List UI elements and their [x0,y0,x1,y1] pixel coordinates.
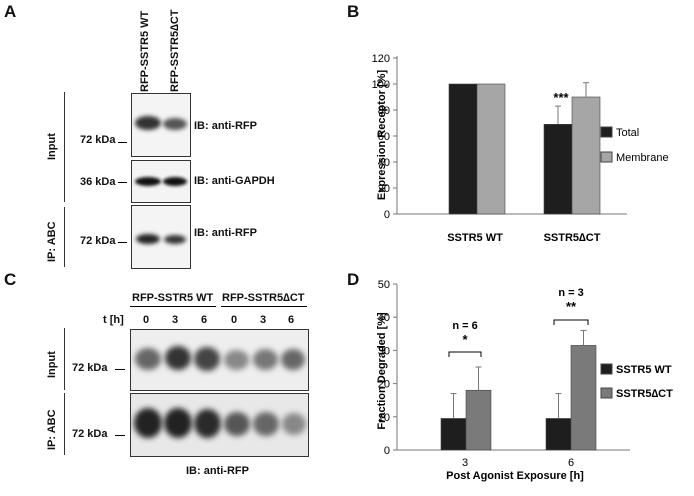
y-tick-label: 100 [372,79,390,91]
lane-label-wt: RFP-SSTR5 WT [139,10,151,92]
footer-ib-label: IB: anti-RFP [186,465,249,477]
time-2: 6 [201,314,208,326]
bracket-3h [448,351,482,357]
group-line-wt [130,306,216,307]
y-tick-label: 60 [378,131,390,143]
row-label-ip: IP: ABC [46,409,58,450]
panel-label-a: A [4,2,17,21]
blot-c-ip [130,393,309,457]
marker-c-2: 72 kDa [72,428,108,440]
c-ip-bracket [64,393,65,455]
panel-label-c: C [4,270,17,289]
x-category-label: 3 [462,457,468,469]
significance-label: *** [553,90,569,105]
bracket-6h [553,319,589,325]
y-tick-label: 40 [378,157,390,169]
n-label-6h: n = 3 [558,287,583,299]
y-tick-label: 80 [378,105,390,117]
group-line-dct [221,306,307,307]
significance-6h: ** [566,299,577,314]
y-tick-label: 30 [378,345,390,357]
time-0: 0 [143,314,150,326]
n-label-3h: n = 6 [452,320,477,332]
y-tick-label: 20 [378,379,390,391]
bar [440,418,467,451]
row-label-input: Input [46,351,58,378]
legend-label-membrane: Membrane [616,152,669,164]
legend-label-total: Total [616,127,639,139]
group-label-ip: IP: ABC [46,221,58,262]
group-header-wt: RFP-SSTR5 WT [132,292,214,304]
c-input-bracket [64,328,65,390]
marker-a-1: 72 kDa [80,134,116,146]
legend-label-wt: SSTR5 WT [616,364,672,376]
y-tick-label: 10 [378,412,390,424]
bar [571,96,601,215]
x-category-label: SSTR5 WT [447,232,503,244]
marker-a-2: 36 kDa [80,176,116,188]
legend-swatch-dct [600,387,613,399]
y-axis-label: Expression Receptor [%] [376,70,388,201]
tick-c-2 [115,435,125,436]
y-tick-label: 0 [384,209,390,221]
panel-label-d: D [347,270,360,289]
blot-c-input [130,329,309,391]
blot-a-ip [131,205,191,269]
legend-swatch-wt [600,363,613,375]
marker-a-3: 72 kDa [80,235,116,247]
y-axis-label: Fraction Degraded [%] [376,312,388,430]
significance-3h: * [462,332,468,347]
ib-label-a-2: IB: anti-GAPDH [194,175,275,187]
time-5: 6 [288,314,295,326]
tick-a-1 [118,142,127,143]
tick-a-3 [118,242,127,243]
x-category-label: 6 [568,457,574,469]
time-4: 3 [260,314,267,326]
bar [545,418,572,451]
marker-c-1: 72 kDa [72,362,108,374]
y-tick-label: 120 [372,53,390,65]
legend-swatch-membrane [600,151,613,163]
ib-label-a-1: IB: anti-RFP [194,120,257,132]
panel-label-b: B [347,2,360,21]
bar [448,83,478,215]
x-category-label: SSTR5∆CT [544,232,601,244]
y-tick-label: 40 [378,312,390,324]
x-axis-label: Post Agonist Exposure [h] [446,470,584,482]
bar [476,83,506,215]
blot-a-rfp [131,93,191,157]
bar [570,345,597,451]
legend-label-dct: SSTR5∆CT [616,388,673,400]
legend-swatch-total [600,126,613,138]
y-tick-label: 0 [384,445,390,457]
group-header-dct: RFP-SSTR5∆CT [222,292,305,304]
blot-a-gapdh [131,160,191,203]
ib-label-a-3: IB: anti-RFP [194,227,257,239]
time-label: t [h] [103,314,124,326]
bar [543,124,573,215]
group-label-input: Input [46,133,58,160]
lane-label-dct: RFP-SSTR5∆CT [169,9,181,92]
input-bracket [64,92,65,202]
y-tick-label: 50 [378,279,390,291]
chart-b: 0 20 40 60 80 100 120 SSTR5 WT SSTR5∆CT Expres… [372,53,669,244]
y-tick-label: 20 [378,183,390,195]
ip-bracket [64,207,65,267]
time-3: 0 [231,314,238,326]
tick-a-2 [118,182,127,183]
time-1: 3 [172,314,179,326]
chart-d: 0 10 20 30 40 50 3 6 Post Agonist Exposure [h… [376,279,673,482]
tick-c-1 [115,369,125,370]
bar [465,389,492,451]
